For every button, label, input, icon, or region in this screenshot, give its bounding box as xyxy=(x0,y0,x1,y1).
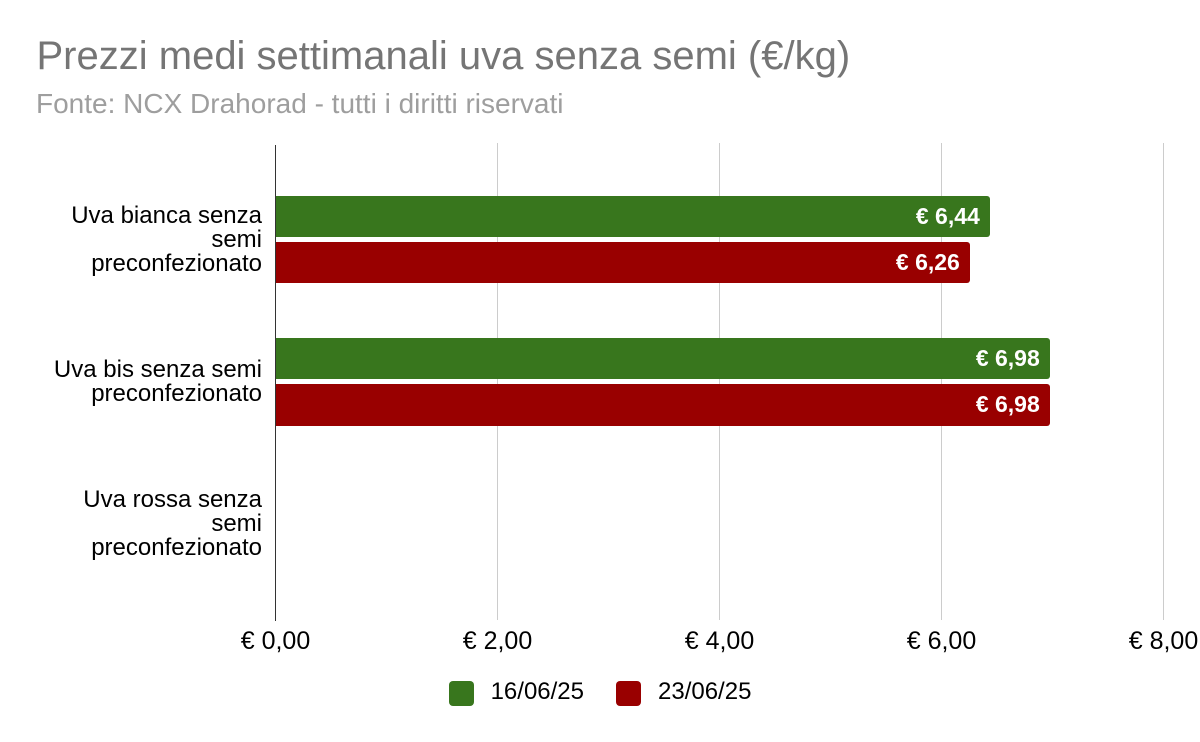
legend-swatch-icon xyxy=(616,681,641,706)
bar-value-label: € 6,44 xyxy=(915,203,980,230)
chart-title: Prezzi medi settimanali uva senza semi (… xyxy=(36,34,851,78)
legend-item-23/06/25: 23/06/25 xyxy=(616,678,752,706)
x-axis-label-2: € 2,00 xyxy=(462,627,533,655)
legend-label: 16/06/25 xyxy=(490,678,584,705)
category-label-3: Uva rossa senza semi preconfezionato xyxy=(83,485,262,561)
bar-value-label: € 6,98 xyxy=(975,391,1040,418)
category-label-1: Uva bianca senza semi preconfezionato xyxy=(71,201,262,277)
gridline xyxy=(940,143,942,620)
x-axis-label-4: € 4,00 xyxy=(684,627,755,655)
bar-23/06/25-1: € 6,26 xyxy=(276,241,970,284)
chart-subtitle: Fonte: NCX Drahorad - tutti i diritti ri… xyxy=(36,88,564,119)
legend-item-16/06/25: 16/06/25 xyxy=(448,678,584,706)
x-axis-label-0: € 0,00 xyxy=(240,627,311,655)
gridline xyxy=(496,143,498,620)
bar-16/06/25-1: € 6,44 xyxy=(276,195,990,238)
plot-area: € 6,44 € 6,26 € 6,98 € 6,98 xyxy=(275,143,1164,621)
y-axis-baseline xyxy=(275,145,276,621)
gridline xyxy=(1162,143,1164,620)
legend-label: 23/06/25 xyxy=(658,678,752,705)
bar-16/06/25-2: € 6,98 xyxy=(276,337,1050,380)
x-axis-label-8: € 8,00 xyxy=(1128,627,1199,655)
category-label-2: Uva bis senza semi preconfezionato xyxy=(53,355,262,407)
bar-value-label: € 6,26 xyxy=(895,249,960,276)
bar-value-label: € 6,98 xyxy=(975,345,1040,372)
legend-swatch-icon xyxy=(448,681,474,706)
gridline xyxy=(718,143,720,620)
bar-23/06/25-2: € 6,98 xyxy=(276,384,1050,426)
legend: 16/06/25 23/06/25 xyxy=(0,678,1200,706)
x-axis-label-6: € 6,00 xyxy=(906,627,977,655)
